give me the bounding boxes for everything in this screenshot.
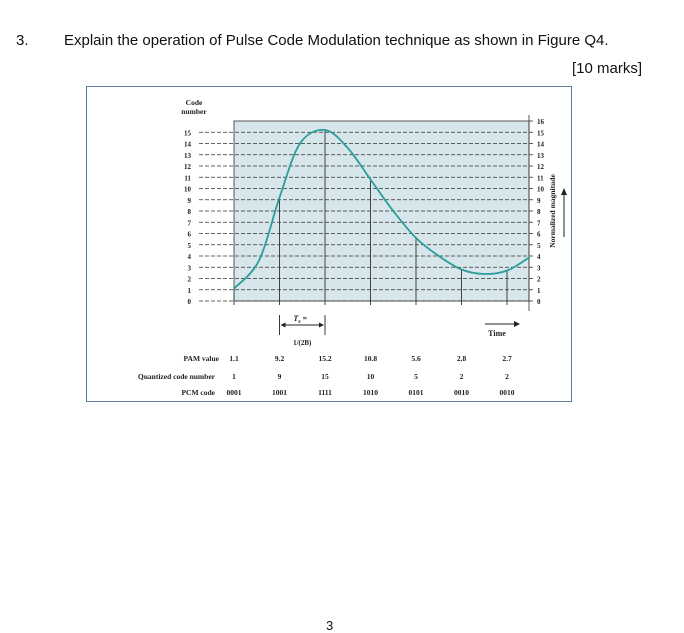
time-label: Time (488, 329, 506, 338)
pcm-figure: 15 14 13 12 11 10 9 8 7 6 5 4 3 2 1 0 16 15 14 13 12 11 10 9 8 7 6… (86, 86, 572, 402)
quantized-code: 1 (232, 372, 236, 381)
right-tick-label: 11 (537, 174, 544, 182)
row-label-quantized: Quantized code number (138, 372, 216, 381)
ts-arrow-head (280, 322, 286, 328)
row-label-pcm: PCM code (181, 388, 215, 397)
left-tick-label: 2 (188, 276, 192, 284)
quantized-code: 15 (321, 372, 329, 381)
left-tick-label: 4 (188, 253, 192, 261)
right-tick-label: 9 (537, 197, 541, 205)
pcm-code: 0010 (454, 388, 469, 397)
left-tick-label: 0 (188, 298, 192, 306)
quantized-code: 2 (460, 372, 464, 381)
pam-value: 2.7 (502, 354, 512, 363)
pcm-code: 1111 (318, 388, 332, 397)
pcm-code: 0001 (227, 388, 242, 397)
left-axis-title: number (181, 107, 207, 116)
pcm-code: 1010 (363, 388, 378, 397)
right-tick-label: 2 (537, 276, 541, 284)
left-tick-label: 13 (184, 152, 192, 160)
quantized-code: 5 (414, 372, 418, 381)
row-label-pam: PAM value (184, 354, 220, 363)
left-tick-label: 1 (188, 287, 192, 295)
left-tick-label: 9 (188, 197, 192, 205)
page-number: 3 (326, 618, 334, 633)
pam-value: 10.8 (364, 354, 377, 363)
right-axis-title: Normalized magnitude (548, 174, 557, 248)
quantized-code: 2 (505, 372, 509, 381)
right-tick-label: 16 (537, 118, 545, 126)
left-tick-label: 14 (184, 141, 192, 149)
right-tick-label: 0 (537, 298, 541, 306)
ts-value: 1/(2B) (293, 339, 312, 347)
left-tick-label: 6 (188, 231, 192, 239)
pam-value: 9.2 (275, 354, 285, 363)
pcm-diagram: 1514131211109876543210161514131211109876… (138, 98, 567, 397)
right-tick-label: 6 (537, 231, 541, 239)
right-tick-label: 5 (537, 242, 541, 250)
right-tick-label: 13 (537, 152, 545, 160)
right-tick-label: 8 (537, 208, 541, 216)
left-tick-label: 5 (188, 242, 192, 250)
ts-label: Ts = (293, 314, 307, 325)
right-tick-label: 4 (537, 253, 541, 261)
magnitude-arrow-head (561, 188, 567, 195)
ts-arrow-head (319, 322, 324, 328)
pcm-code: 0010 (500, 388, 515, 397)
left-tick-label: 3 (188, 264, 192, 272)
left-tick-label: 10 (184, 186, 192, 194)
right-tick-label: 1 (537, 287, 541, 295)
question-marks: [10 marks] (571, 60, 642, 77)
pam-value: 15.2 (318, 354, 331, 363)
question-number: 3. (16, 32, 29, 49)
quantized-code: 10 (367, 372, 375, 381)
left-axis-title: Code (186, 98, 203, 107)
right-tick-label: 10 (537, 186, 545, 194)
right-tick-label: 15 (537, 129, 545, 137)
pcm-code: 0101 (409, 388, 424, 397)
right-tick-label: 3 (537, 264, 541, 272)
right-tick-label: 7 (537, 219, 541, 227)
pcm-code: 1001 (272, 388, 287, 397)
pam-value: 1.1 (229, 354, 239, 363)
quantized-code: 9 (278, 372, 282, 381)
pam-value: 5.6 (411, 354, 421, 363)
question-text: Explain the operation of Pulse Code Modu… (64, 32, 609, 49)
right-tick-label: 14 (537, 141, 545, 149)
right-tick-label: 12 (537, 163, 545, 171)
left-tick-label: 7 (188, 219, 192, 227)
time-arrow-head (514, 321, 520, 327)
left-tick-label: 12 (184, 163, 192, 171)
pam-value: 2.8 (457, 354, 467, 363)
left-tick-label: 15 (184, 129, 192, 137)
analog-signal-curve (233, 129, 531, 290)
left-tick-label: 11 (184, 174, 191, 182)
left-tick-label: 8 (188, 208, 192, 216)
